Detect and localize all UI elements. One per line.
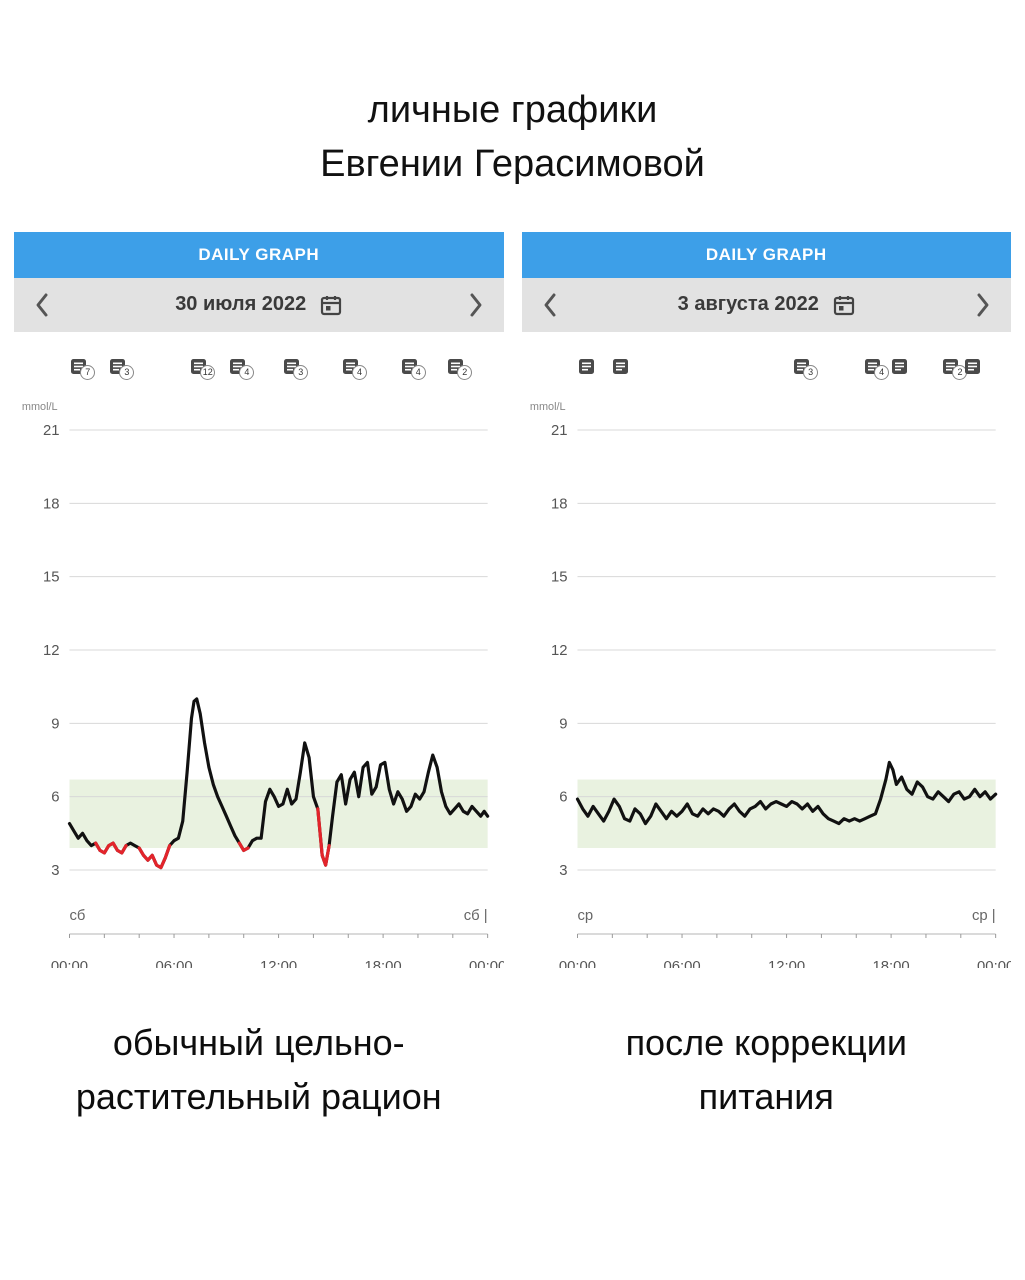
- svg-text:18: 18: [43, 495, 60, 512]
- note-count-badge: 2: [457, 364, 473, 380]
- svg-text:18:00: 18:00: [872, 958, 909, 968]
- notes-row: 3 4 2: [522, 358, 1012, 388]
- chevron-right-icon: [470, 293, 481, 317]
- svg-text:15: 15: [43, 569, 60, 586]
- note-icon[interactable]: [578, 358, 595, 375]
- svg-text:ср: ср: [577, 907, 593, 924]
- chart-area: 3 4 2 21 18 15 12 9 6 3 mmol/L ср ср | 00:00 06:00 12:…: [521, 357, 1012, 968]
- svg-text:mmol/L: mmol/L: [529, 401, 565, 413]
- svg-text:3: 3: [51, 862, 59, 879]
- note-icon[interactable]: 2: [447, 358, 473, 380]
- note-icon[interactable]: 3: [793, 358, 819, 380]
- notes-row: 7 3 12 4 3 4 4 2: [14, 358, 504, 388]
- caption-left: обычный цельно-растительный рацион: [14, 1016, 504, 1124]
- note-count-badge: 4: [874, 364, 890, 380]
- note-icon[interactable]: 3: [109, 358, 135, 380]
- note-count-badge: 12: [200, 364, 216, 380]
- date-label: 3 августа 2022: [677, 293, 819, 316]
- svg-text:3: 3: [559, 862, 567, 879]
- note-count-badge: 3: [119, 364, 135, 380]
- note-count-badge: 2: [952, 364, 968, 380]
- panel-title: DAILY GRAPH: [521, 231, 1011, 278]
- note-count-badge: 4: [351, 364, 367, 380]
- svg-text:9: 9: [51, 715, 59, 732]
- date-navigation: 3 августа 2022: [521, 277, 1011, 332]
- chevron-left-icon: [36, 293, 48, 317]
- note-icon[interactable]: [891, 358, 908, 375]
- svg-text:21: 21: [551, 422, 568, 439]
- caption-right: после коррекции питания: [522, 1016, 1012, 1124]
- note-icon[interactable]: 4: [229, 358, 255, 380]
- glucose-chart: 21 18 15 12 9 6 3 mmol/L сб сб | 00:00 06:00 12:00 18…: [22, 401, 504, 968]
- note-icon[interactable]: [964, 358, 981, 375]
- svg-text:6: 6: [51, 789, 59, 806]
- page-title-line1: личные графики: [367, 89, 658, 131]
- date-group: 3 августа 2022: [564, 293, 970, 316]
- svg-text:сб: сб: [69, 907, 85, 924]
- svg-text:00:00: 00:00: [558, 958, 595, 968]
- date-group: 30 июля 2022: [56, 293, 462, 316]
- caption-left-line1: обычный цельно-: [112, 1021, 405, 1063]
- next-day-button[interactable]: [969, 290, 997, 320]
- note-icon[interactable]: 4: [864, 358, 890, 380]
- prev-day-button[interactable]: [28, 290, 56, 320]
- chevron-left-icon: [544, 293, 555, 317]
- note-icon[interactable]: 7: [70, 358, 96, 380]
- svg-text:ср |: ср |: [971, 907, 995, 924]
- calendar-icon[interactable]: [320, 294, 342, 316]
- daily-graph-panel-right: DAILY GRAPH 3 августа 2022 3 4 2 21 18 15 12 9…: [521, 231, 1012, 968]
- chart-area: 7 3 12 4 3 4 4 2 21 18 15 12 9 6 3 mmol/L сб сб | 00:00 06…: [14, 357, 504, 968]
- panel-title: DAILY GRAPH: [14, 231, 504, 278]
- next-day-button[interactable]: [462, 290, 490, 320]
- note-count-badge: 4: [239, 364, 255, 380]
- caption-left-line2: растительный рацион: [75, 1075, 442, 1117]
- date-navigation: 30 июля 2022: [14, 277, 504, 332]
- svg-text:12: 12: [551, 642, 568, 659]
- note-icon[interactable]: [612, 358, 629, 375]
- svg-text:15: 15: [551, 569, 568, 586]
- caption-right-line2: питания: [698, 1075, 834, 1117]
- svg-text:06:00: 06:00: [663, 958, 700, 968]
- svg-text:21: 21: [43, 422, 60, 439]
- daily-graph-panel-left: DAILY GRAPH 30 июля 2022 7 3 12 4 3 4 4 2 21 18 1…: [14, 231, 504, 968]
- svg-text:00:00: 00:00: [51, 958, 88, 968]
- captions-row: обычный цельно-растительный рацион после…: [0, 1016, 1025, 1124]
- caption-right-line1: после коррекции: [625, 1021, 907, 1063]
- note-count-badge: 4: [410, 364, 426, 380]
- note-count-badge: 3: [803, 364, 819, 380]
- note-icon[interactable]: 2: [942, 358, 968, 380]
- glucose-chart: 21 18 15 12 9 6 3 mmol/L ср ср | 00:00 06:00 12:00 18…: [529, 401, 1011, 968]
- svg-text:6: 6: [559, 789, 567, 806]
- chevron-right-icon: [977, 293, 989, 317]
- svg-text:00:00: 00:00: [977, 958, 1011, 968]
- svg-text:00:00: 00:00: [469, 958, 503, 968]
- page-title: личные графики Евгении Герасимовой: [0, 0, 1025, 192]
- svg-text:12: 12: [43, 642, 60, 659]
- note-icon[interactable]: 4: [342, 358, 367, 380]
- svg-text:18: 18: [551, 495, 568, 512]
- prev-day-button[interactable]: [536, 290, 564, 320]
- svg-text:сб |: сб |: [464, 907, 488, 924]
- note-icon[interactable]: 4: [401, 358, 426, 380]
- calendar-icon[interactable]: [833, 294, 855, 316]
- note-count-badge: 7: [80, 364, 96, 380]
- panels-row: DAILY GRAPH 30 июля 2022 7 3 12 4 3 4 4 2 21 18 1…: [0, 231, 1025, 968]
- note-icon[interactable]: 3: [283, 358, 309, 380]
- date-label: 30 июля 2022: [175, 293, 307, 316]
- svg-text:mmol/L: mmol/L: [22, 401, 58, 413]
- svg-text:9: 9: [559, 715, 567, 732]
- note-icon[interactable]: 12: [190, 358, 216, 380]
- page-title-line2: Евгении Герасимовой: [320, 142, 705, 185]
- note-count-badge: 3: [293, 364, 309, 380]
- svg-text:18:00: 18:00: [365, 958, 402, 968]
- svg-text:06:00: 06:00: [155, 958, 192, 968]
- svg-text:12:00: 12:00: [767, 958, 804, 968]
- svg-text:12:00: 12:00: [260, 958, 297, 968]
